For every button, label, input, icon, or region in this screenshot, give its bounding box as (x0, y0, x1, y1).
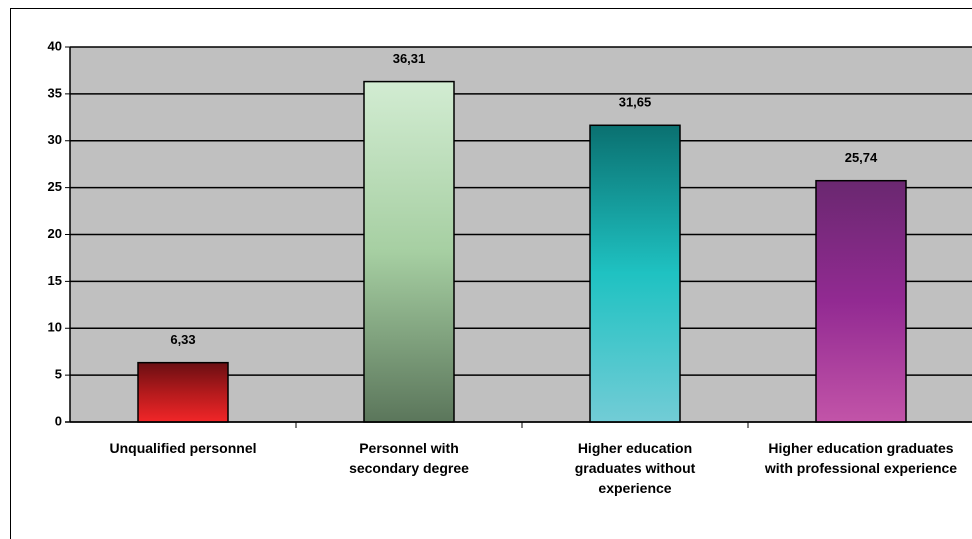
bar (363, 80, 455, 423)
bar (815, 179, 907, 423)
x-tick-label: Higher education graduates without exper… (574, 440, 696, 496)
y-tick-label: 15 (48, 273, 62, 288)
y-tick-label: 30 (48, 132, 62, 147)
y-tick-label: 25 (48, 179, 62, 194)
y-tick-label: 40 (48, 38, 62, 53)
y-tick-label: 20 (48, 226, 62, 241)
bar (589, 124, 681, 423)
data-label: 31,65 (619, 95, 652, 110)
bar (137, 361, 229, 423)
x-tick-label: Personnel with secondary degree (349, 440, 469, 476)
data-label: 36,31 (393, 51, 426, 66)
x-tick-label: Unqualified personnel (109, 440, 257, 456)
y-tick-label: 10 (48, 320, 62, 335)
y-tick-label: 0 (55, 413, 62, 428)
data-label: 6,33 (170, 332, 195, 347)
y-tick-label: 35 (48, 85, 62, 100)
y-tick-label: 5 (55, 367, 62, 382)
data-label: 25,74 (845, 150, 878, 165)
x-tick-label: Higher education graduates with professi… (764, 440, 958, 476)
